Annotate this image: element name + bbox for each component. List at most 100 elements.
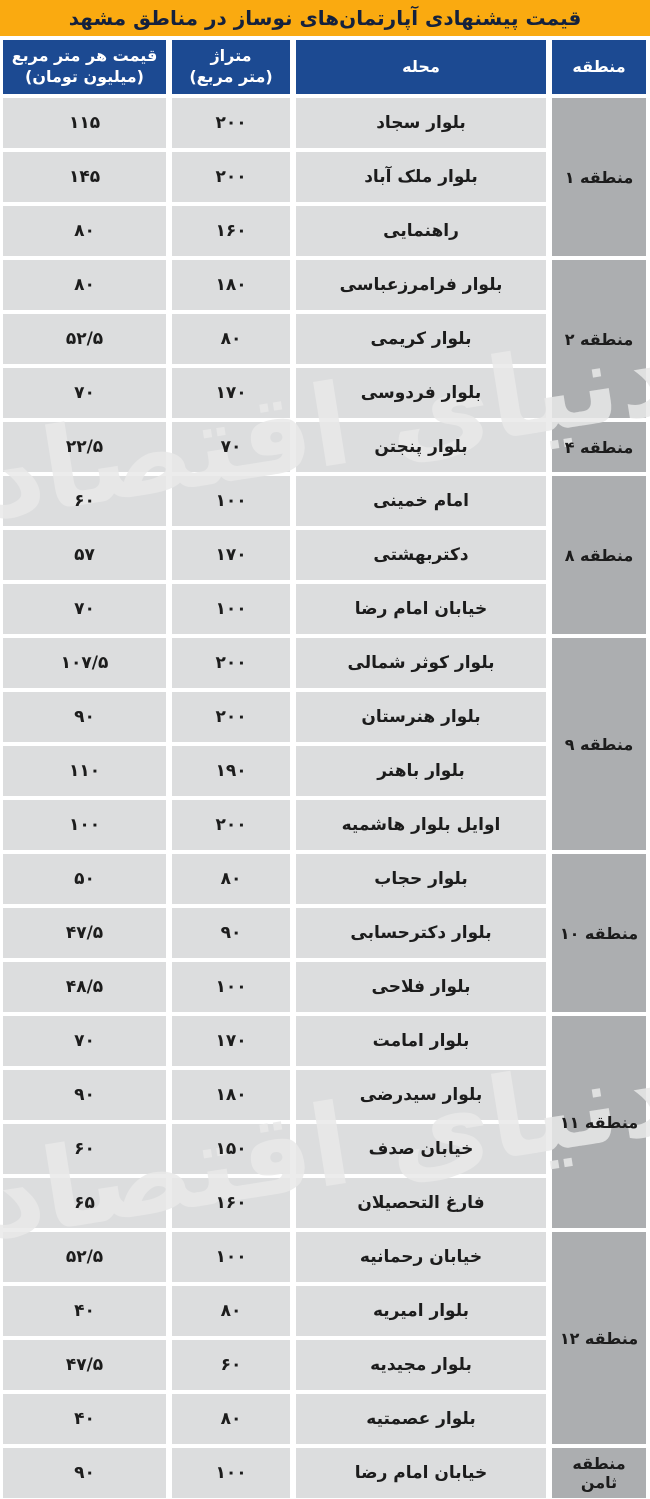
price-cell: ۴۸/۵ [3,962,166,1012]
price-cell-label: ۵۰ [74,869,95,889]
price-cell: ۵۰ [3,854,166,904]
price-cell-label: ۷۰ [74,1031,95,1051]
price-cell-label: ۹۰ [74,1085,95,1105]
neighborhood-cell: بلوار کوثر شمالی [296,638,546,688]
area-cell-label: ۱۶۰ [215,1193,247,1213]
price-cell: ۸۰ [3,260,166,310]
neighborhood-cell-label: بلوار هنرستان [361,707,481,727]
area-cell-label: ۲۰۰ [215,707,247,727]
price-cell-label: ۵۲/۵ [65,1247,104,1267]
area-cell-label: ۹۰ [220,923,242,943]
area-cell: ۱۰۰ [172,962,290,1012]
region-cell: منطقه ۱ [552,98,646,256]
price-cell: ۴۰ [3,1286,166,1336]
price-cell-label: ۵۷ [74,545,95,565]
area-cell: ۹۰ [172,908,290,958]
price-cell-label: ۴۷/۵ [65,1355,104,1375]
price-cell-label: ۸۰ [74,275,95,295]
price-cell: ۷۰ [3,584,166,634]
neighborhood-cell-label: راهنمایی [383,221,459,241]
region-cell-label: منطقه ۹ [564,734,634,754]
neighborhood-cell: اوایل بلوار هاشمیه [296,800,546,850]
region-cell-label: منطقه ۱۲ [559,1328,639,1348]
price-cell: ۶۰ [3,476,166,526]
area-cell-label: ۱۰۰ [215,1247,247,1267]
price-cell-label: ۶۰ [74,491,95,511]
price-cell-label: ۶۵ [74,1193,95,1213]
price-cell: ۶۵ [3,1178,166,1228]
area-cell: ۲۰۰ [172,98,290,148]
area-cell: ۲۰۰ [172,692,290,742]
neighborhood-cell-label: بلوار سیدرضی [359,1085,483,1105]
price-cell: ۹۰ [3,1448,166,1498]
neighborhood-cell: بلوار امامت [296,1016,546,1066]
area-cell-label: ۱۹۰ [215,761,247,781]
neighborhood-cell: بلوار امیریه [296,1286,546,1336]
price-cell: ۱۰۷/۵ [3,638,166,688]
neighborhood-cell-label: بلوار کریمی [370,329,472,349]
price-cell-label: ۱۱۰ [68,761,101,781]
area-cell: ۱۰۰ [172,1448,290,1498]
region-cell-label: منطقه ۴ [564,437,634,457]
price-cell: ۴۷/۵ [3,908,166,958]
region-cell: منطقه ۱۰ [552,854,646,1012]
neighborhood-cell-label: اوایل بلوار هاشمیه [341,815,501,835]
neighborhood-cell-label: بلوار سجاد [376,113,466,133]
area-cell: ۱۸۰ [172,1070,290,1120]
area-cell-label: ۲۰۰ [215,815,247,835]
area-cell-label: ۸۰ [220,329,242,349]
neighborhood-cell-label: بلوار ملک آباد [364,167,478,187]
header-price-line2: (میلیون تومان) [25,67,144,86]
region-cell: منطقه ۱۱ [552,1016,646,1228]
neighborhood-cell-label: بلوار پنجتن [374,437,468,457]
neighborhood-cell-label: بلوار امامت [372,1031,470,1051]
neighborhood-cell-label: خیابان امام رضا [354,1463,488,1483]
neighborhood-cell-label: بلوار کوثر شمالی [347,653,495,673]
neighborhood-cell-label: بلوار عصمتیه [366,1409,476,1429]
price-cell: ۴۰ [3,1394,166,1444]
neighborhood-cell-label: بلوار مجیدیه [370,1355,472,1375]
price-cell-label: ۴۸/۵ [65,977,104,997]
header-neighborhood-label: محله [402,56,440,76]
area-cell-label: ۸۰ [220,1409,242,1429]
region-cell: منطقه ثامن [552,1448,646,1498]
price-cell: ۱۴۵ [3,152,166,202]
neighborhood-cell: دکتربهشتی [296,530,546,580]
price-cell-label: ۴۰ [74,1301,95,1321]
neighborhood-cell: خیابان امام رضا [296,1448,546,1498]
area-cell: ۱۷۰ [172,530,290,580]
area-cell: ۱۰۰ [172,476,290,526]
neighborhood-cell: بلوار ملک آباد [296,152,546,202]
neighborhood-cell: بلوار فلاحی [296,962,546,1012]
area-cell: ۱۶۰ [172,206,290,256]
price-cell: ۹۰ [3,1070,166,1120]
header-area-line1: متراژ [210,46,252,66]
price-cell-label: ۷۰ [74,599,95,619]
header-price-line1: قیمت هر متر مربع [11,46,158,66]
region-cell-label: منطقه ۸ [564,545,634,565]
neighborhood-cell: بلوار پنجتن [296,422,546,472]
area-cell-label: ۱۸۰ [215,275,247,295]
area-cell: ۱۷۰ [172,368,290,418]
neighborhood-cell: خیابان صدف [296,1124,546,1174]
neighborhood-cell-label: بلوار فردوسی [360,383,482,403]
price-cell: ۴۷/۵ [3,1340,166,1390]
header-price: قیمت هر متر مربع (میلیون تومان) [3,40,166,94]
table-header-row: منطقه محله متراژ (متر مربع) قیمت هر متر … [0,40,650,94]
neighborhood-cell-label: خیابان امام رضا [354,599,488,619]
price-cell-label: ۹۰ [74,707,95,727]
neighborhood-cell: بلوار عصمتیه [296,1394,546,1444]
neighborhood-cell: فارغ التحصیلان [296,1178,546,1228]
neighborhood-cell: بلوار باهنر [296,746,546,796]
neighborhood-cell: بلوار فرامرزعباسی [296,260,546,310]
price-cell: ۲۲/۵ [3,422,166,472]
area-cell: ۲۰۰ [172,152,290,202]
price-cell-label: ۶۰ [74,1139,95,1159]
neighborhood-cell: بلوار حجاب [296,854,546,904]
header-region: منطقه [552,40,646,94]
area-cell-label: ۷۰ [220,437,242,457]
neighborhood-cell: بلوار فردوسی [296,368,546,418]
neighborhood-cell-label: بلوار فرامرزعباسی [339,275,503,295]
header-area: متراژ (متر مربع) [172,40,290,94]
